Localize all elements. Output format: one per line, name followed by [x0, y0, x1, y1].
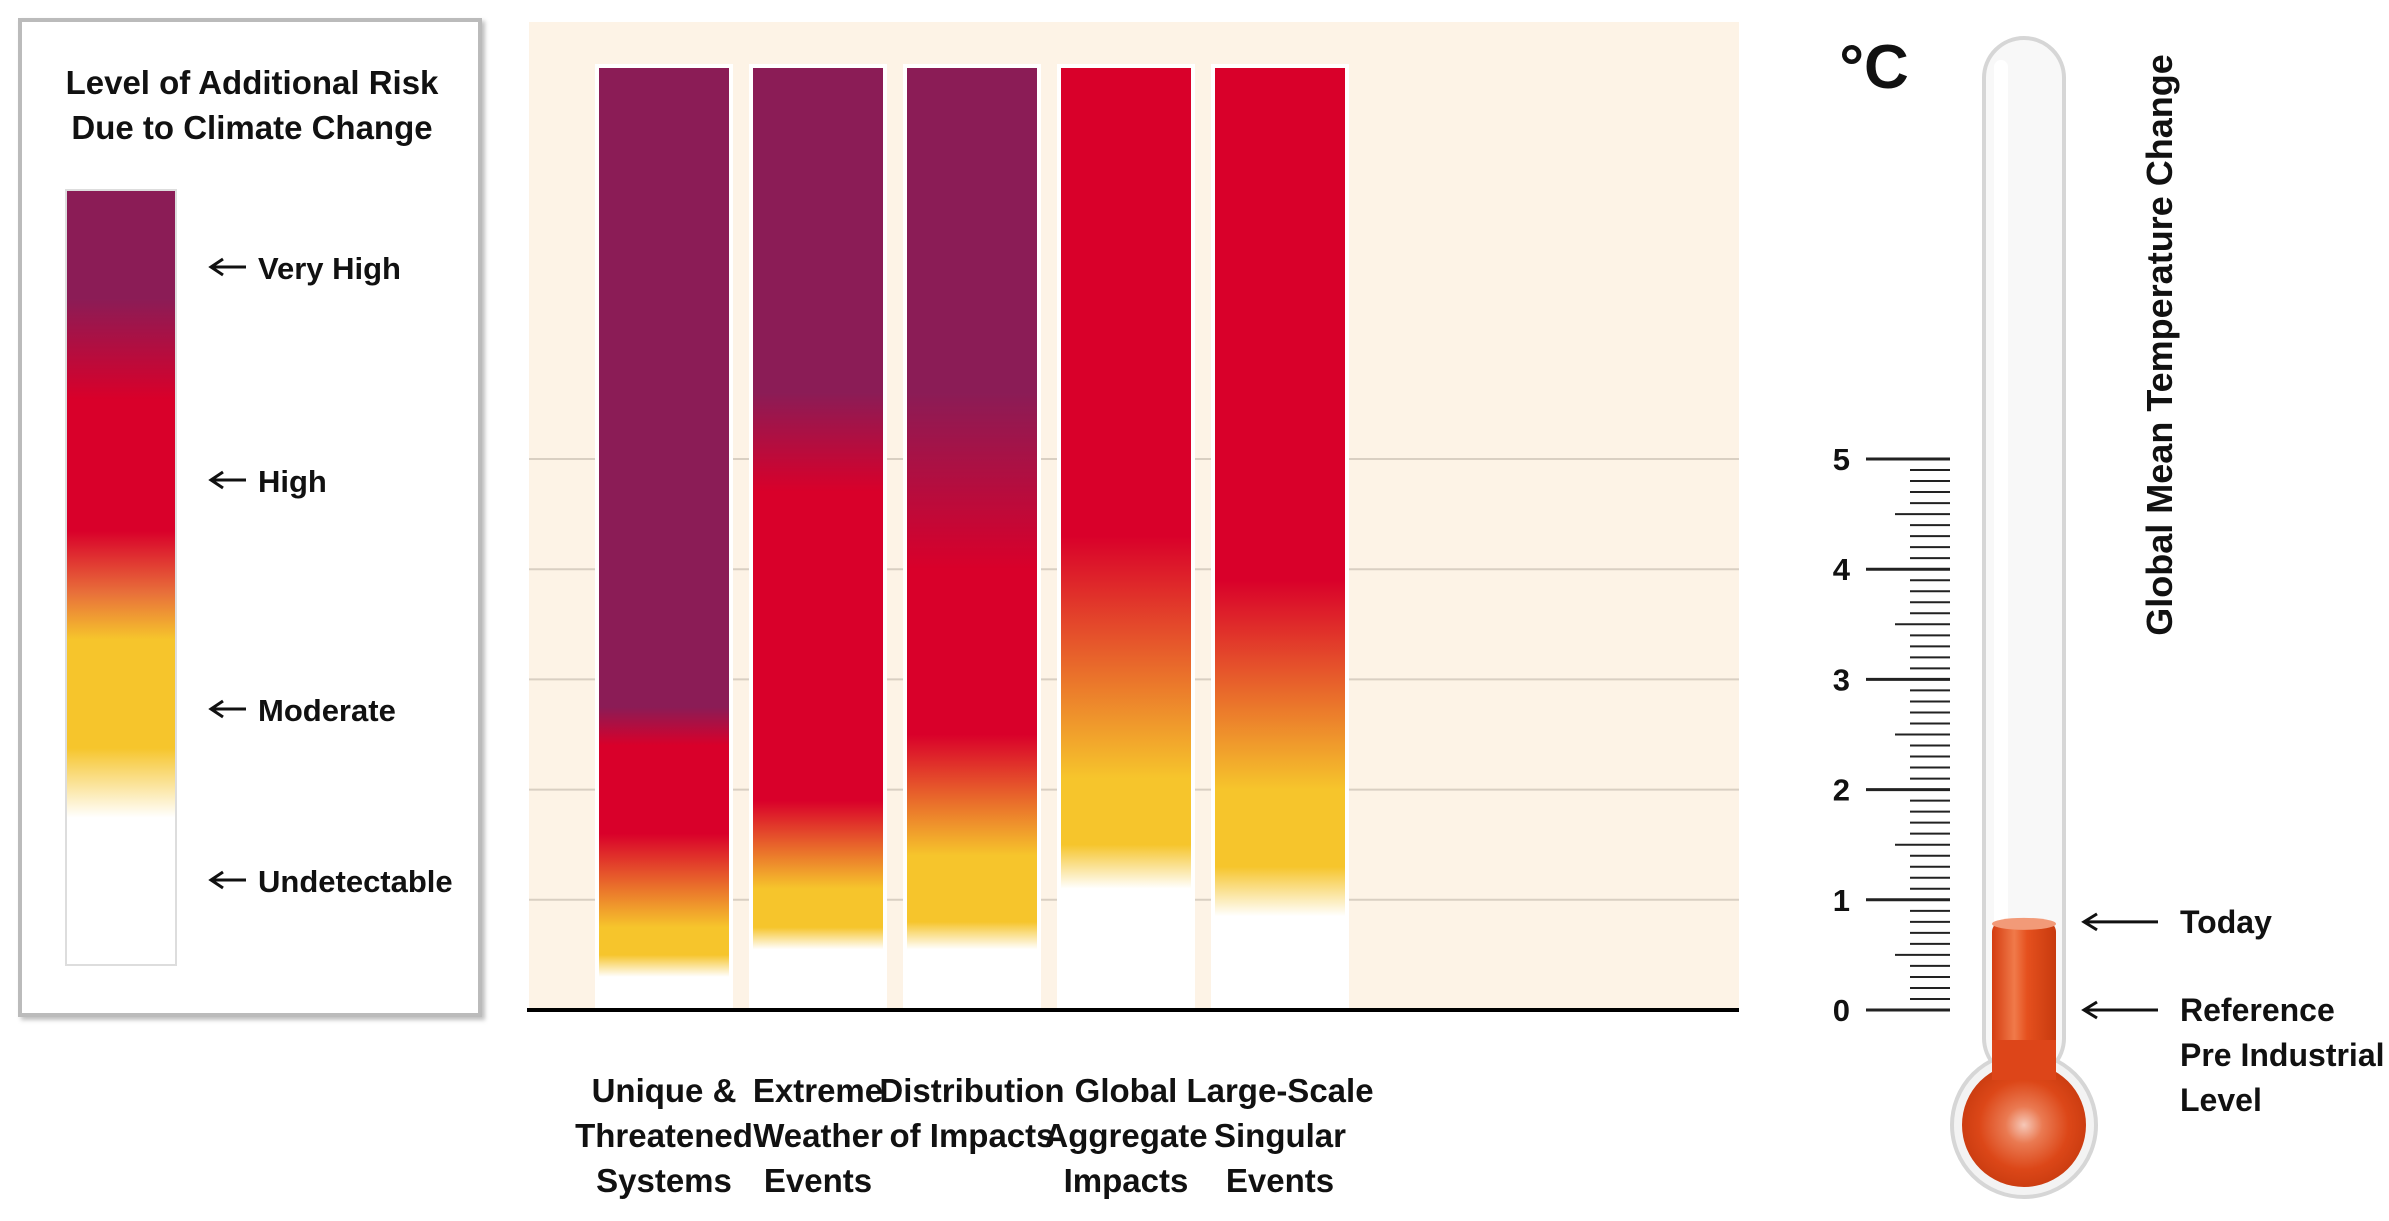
arrow-left-icon: [208, 699, 246, 719]
category-label-line: of Impacts: [889, 1117, 1054, 1154]
category-label-line: Events: [764, 1162, 872, 1199]
category-labels: Unique & Threatened Systems Extreme Weather E…: [575, 1072, 1373, 1199]
y-tick-label: 2: [1833, 773, 1850, 808]
category-label-line: Singular: [1214, 1117, 1346, 1154]
category-label-line: Unique &: [592, 1072, 737, 1109]
arrow-left-icon: [2081, 912, 2158, 932]
y-tick-label: 1: [1833, 883, 1850, 918]
marker-label: Level: [2180, 1082, 2262, 1118]
risk-bar: [599, 68, 729, 1010]
arrow-left-icon: [208, 870, 246, 890]
thermometer-fluid-top: [1992, 917, 2056, 930]
risk-bar-chart: Unique & Threatened Systems Extreme Weather E…: [527, 22, 1739, 1199]
thermometer-tube-shine: [1994, 60, 2008, 1050]
temperature-axis-title: Global Mean Temperature Change: [2139, 54, 2180, 635]
thermometer-neck: [1992, 1040, 2056, 1080]
marker-label: Today: [2180, 904, 2272, 940]
y-tick-label: 4: [1833, 552, 1851, 587]
temperature-axis: 0 1 2 3 4 5: [1833, 442, 1950, 1028]
arrow-left-icon: [2081, 1000, 2158, 1020]
risk-legend: Level of Additional Risk Due to Climate …: [18, 18, 482, 1017]
risk-bar: [1061, 68, 1191, 1010]
arrow-left-icon: [208, 257, 246, 277]
legend-level-high: High: [208, 464, 327, 499]
category-label-line: Weather: [753, 1117, 883, 1154]
risk-bar: [753, 68, 883, 1010]
category-label-line: Extreme: [753, 1072, 883, 1109]
thermometer-bulb: [1962, 1063, 2086, 1187]
risk-bars: [595, 64, 1349, 1010]
unit-label: °C: [1839, 33, 1909, 102]
thermometer-markers: Today Reference Pre Industrial Level: [2081, 904, 2385, 1118]
legend-level-label: High: [258, 464, 327, 499]
y-tick-label: 5: [1833, 442, 1850, 477]
legend-level-label: Undetectable: [258, 864, 453, 899]
legend-level-moderate: Moderate: [208, 693, 396, 728]
category-label-line: Aggregate: [1044, 1117, 1207, 1154]
category-label-line: Events: [1226, 1162, 1334, 1199]
legend-title-line-1: Level of Additional Risk: [66, 64, 439, 101]
marker-label: Reference: [2180, 992, 2335, 1028]
risk-bar: [907, 68, 1037, 1010]
category-label-line: Distribution: [879, 1072, 1064, 1109]
arrow-left-icon: [208, 470, 246, 490]
legend-level-undetectable: Undetectable: [208, 864, 453, 899]
category-label-line: Threatened: [575, 1117, 753, 1154]
y-tick-label: 0: [1833, 993, 1850, 1028]
temperature-thermometer: °C 0 1 2 3 4 5 Global Mean Temperature Change…: [1833, 33, 2385, 1199]
category-label-line: Global: [1075, 1072, 1178, 1109]
legend-level-very-high: Very High: [208, 251, 401, 286]
category-label-line: Systems: [596, 1162, 732, 1199]
legend-title-line-2: Due to Climate Change: [71, 109, 432, 146]
risk-bar: [1215, 68, 1345, 1010]
category-label-line: Large-Scale: [1186, 1072, 1373, 1109]
legend-level-label: Moderate: [258, 693, 396, 728]
legend-level-label: Very High: [258, 251, 401, 286]
marker-label: Pre Industrial: [2180, 1037, 2385, 1073]
legend-color-bar: [65, 189, 177, 966]
y-tick-label: 3: [1833, 662, 1850, 697]
category-label-line: Impacts: [1064, 1162, 1189, 1199]
